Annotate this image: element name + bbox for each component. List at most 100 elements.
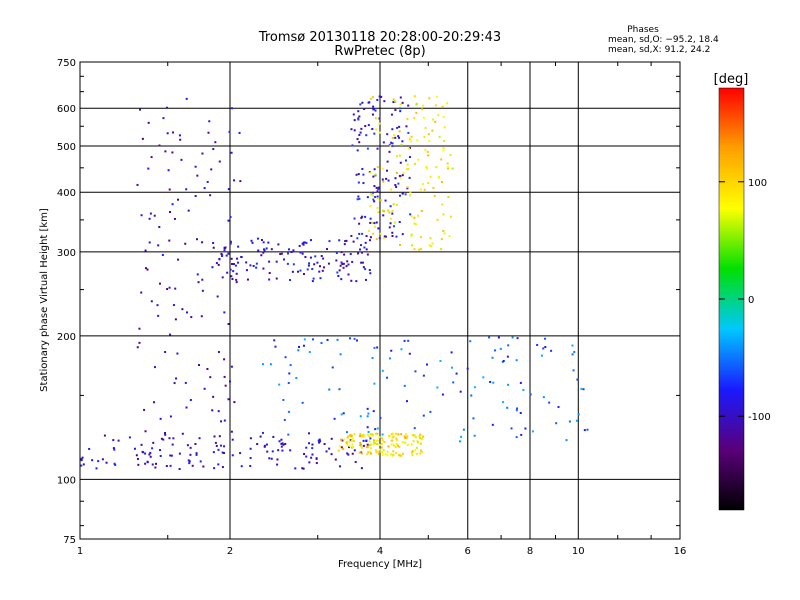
data-point [378, 436, 381, 439]
data-point [419, 188, 422, 191]
data-point [154, 366, 157, 369]
data-point [388, 357, 391, 360]
data-point [390, 349, 393, 352]
data-point [195, 452, 198, 455]
data-point [153, 214, 156, 217]
data-point [342, 266, 345, 269]
x-axis-label: Frequency [MHz] [338, 559, 422, 570]
data-point [375, 439, 378, 442]
data-point [413, 222, 416, 225]
data-point [221, 451, 224, 454]
data-point [308, 461, 311, 464]
data-point [399, 110, 402, 113]
data-point [374, 173, 377, 176]
data-point [197, 281, 200, 284]
data-point [423, 136, 426, 139]
data-point [308, 262, 311, 265]
data-point [391, 142, 394, 145]
data-point [410, 135, 413, 138]
data-point [405, 437, 408, 440]
data-point [395, 437, 398, 440]
data-point [394, 109, 397, 112]
data-point [377, 188, 380, 191]
data-point [427, 133, 430, 136]
data-point [357, 110, 360, 113]
data-point [398, 453, 401, 456]
data-point [415, 111, 418, 114]
data-point [188, 460, 191, 463]
data-point [158, 225, 161, 228]
data-point [450, 366, 453, 369]
data-point [360, 127, 363, 130]
data-point [311, 280, 314, 283]
data-point [540, 354, 543, 357]
data-point [265, 443, 268, 446]
data-point [440, 238, 443, 241]
data-point [325, 450, 328, 453]
y-tick-label: 400 [57, 188, 76, 199]
data-point [138, 327, 141, 330]
data-point [365, 235, 368, 238]
data-point [404, 441, 407, 444]
data-point [360, 216, 363, 219]
data-point [413, 95, 416, 98]
data-point [296, 270, 299, 273]
data-point [307, 264, 310, 267]
data-point [375, 449, 378, 452]
data-point [369, 204, 372, 207]
data-point [378, 95, 381, 98]
data-point [223, 445, 226, 448]
data-point [263, 445, 266, 448]
data-point [288, 372, 291, 375]
data-point [257, 249, 260, 252]
data-point [172, 304, 175, 307]
data-point [376, 98, 379, 101]
data-point [270, 248, 273, 251]
data-point [229, 240, 232, 243]
data-point [217, 448, 220, 451]
data-point [360, 261, 363, 264]
data-point [149, 455, 152, 458]
data-point [338, 239, 341, 242]
data-point [390, 453, 393, 456]
data-point [350, 234, 353, 237]
data-point [372, 105, 375, 108]
data-point [212, 451, 215, 454]
data-point [502, 359, 505, 362]
data-point [262, 431, 265, 434]
data-point [334, 458, 337, 461]
data-point [206, 180, 209, 183]
data-point [341, 262, 344, 265]
data-point [378, 237, 381, 240]
phase-stats-header: Phases [627, 25, 659, 35]
data-point [284, 442, 287, 445]
data-point [165, 464, 168, 467]
data-point [376, 346, 379, 349]
data-point [488, 336, 491, 339]
data-point [345, 265, 348, 268]
data-point [151, 447, 154, 450]
data-point [403, 384, 406, 387]
data-point [194, 195, 197, 198]
data-point [365, 134, 368, 137]
data-point [330, 453, 333, 456]
data-point [423, 188, 426, 191]
data-point [230, 365, 233, 368]
data-point [413, 248, 416, 251]
data-point [379, 416, 382, 419]
data-point [373, 132, 376, 135]
data-point [319, 265, 322, 268]
data-point [441, 105, 444, 108]
data-point [308, 351, 311, 354]
data-point [230, 107, 233, 110]
data-point [278, 383, 281, 386]
data-point [366, 407, 369, 410]
data-point [361, 232, 364, 235]
data-point [383, 210, 386, 213]
data-point [413, 427, 416, 430]
data-point [390, 141, 393, 144]
data-point [216, 295, 219, 298]
data-point [573, 350, 576, 353]
data-point [374, 195, 377, 198]
data-point [374, 109, 377, 112]
